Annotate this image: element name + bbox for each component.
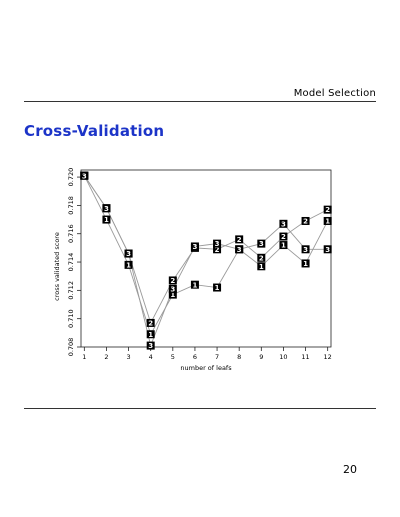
data-point-marker-1 (190, 280, 199, 289)
data-point-label-3: 3 (215, 240, 220, 248)
data-point-label-1: 1 (215, 284, 220, 292)
x-tick-label: 4 (149, 353, 153, 361)
data-point-marker-1 (102, 215, 111, 224)
y-tick-label: 0.710 (67, 309, 75, 328)
data-point-marker-2 (168, 276, 177, 285)
x-tick-label: 6 (193, 353, 197, 361)
x-axis-title: number of leafs (180, 364, 232, 372)
y-tick-label: 0.720 (67, 168, 75, 187)
plot-frame (80, 169, 332, 348)
x-tick-label: 9 (259, 353, 263, 361)
data-point-label-2: 2 (281, 233, 286, 241)
data-point-marker-2 (146, 318, 155, 327)
data-point-label-2: 2 (170, 277, 175, 285)
section-header: Model Selection (293, 88, 376, 99)
data-point-marker-2 (213, 245, 222, 254)
x-tick-label: 8 (237, 353, 241, 361)
y-tick-label: 0.718 (67, 196, 75, 215)
data-point-marker-1 (301, 259, 310, 268)
data-point-marker-3 (279, 219, 288, 228)
data-point-marker-1 (323, 216, 332, 225)
series-line-3 (83, 175, 328, 348)
data-point-label-3: 3 (104, 205, 109, 213)
data-point-label-2: 2 (259, 254, 264, 262)
slide-title: Cross-Validation (24, 122, 165, 140)
data-point-marker-3 (213, 239, 222, 248)
y-tick-label: 0.714 (67, 253, 75, 272)
y-tick-label: 0.712 (67, 281, 75, 300)
data-point-marker-3 (257, 239, 266, 248)
data-point-marker-1 (213, 283, 222, 292)
data-point-marker-3 (146, 341, 155, 350)
data-point-marker-1 (257, 262, 266, 271)
x-tick-label: 7 (215, 353, 219, 361)
x-tick-label: 11 (301, 353, 309, 361)
data-point-label-3: 3 (193, 243, 198, 251)
x-tick-label: 10 (279, 353, 287, 361)
data-point-label-3: 3 (170, 286, 175, 294)
data-point-label-1: 1 (193, 281, 198, 289)
x-tick-label: 2 (104, 353, 108, 361)
data-point-marker-3 (235, 245, 244, 254)
data-point-marker-1 (146, 330, 155, 339)
data-point-marker-1 (124, 260, 133, 269)
y-tick-label: 0.708 (67, 338, 75, 357)
data-point-label-3: 3 (303, 246, 308, 254)
data-point-marker-3 (168, 284, 177, 293)
series-line-1 (83, 175, 329, 336)
data-point-marker-1 (168, 290, 177, 299)
y-tick-label: 0.716 (67, 224, 75, 243)
data-point-label-2: 2 (325, 206, 330, 214)
data-point-marker-3 (190, 242, 199, 251)
data-point-label-1: 1 (170, 291, 175, 299)
data-point-marker-3 (102, 204, 111, 213)
data-point-label-1: 1 (259, 263, 264, 271)
y-axis-title: cross validated score (53, 232, 61, 301)
data-point-label-3: 3 (82, 172, 87, 180)
data-point-label-3: 3 (126, 250, 131, 258)
data-point-marker-2 (301, 216, 310, 225)
data-point-label-1: 1 (148, 331, 153, 339)
data-point-label-3: 3 (325, 246, 330, 254)
page-number: 20 (343, 463, 357, 476)
x-tick-label: 5 (171, 353, 175, 361)
data-point-marker-3 (301, 245, 310, 254)
header-divider (24, 101, 376, 102)
data-point-label-1: 1 (104, 216, 109, 224)
data-point-label-2: 2 (303, 218, 308, 226)
data-point-label-3: 3 (281, 220, 286, 228)
data-point-label-3: 3 (148, 342, 153, 350)
data-point-marker-2 (257, 253, 266, 262)
footer-divider (24, 408, 376, 409)
data-point-label-1: 1 (126, 261, 131, 269)
data-point-marker-1 (279, 241, 288, 250)
x-tick-label: 1 (82, 353, 86, 361)
x-tick-label: 12 (324, 353, 332, 361)
data-point-label-3: 3 (237, 246, 242, 254)
data-point-marker-2 (323, 205, 332, 214)
data-point-label-2: 2 (215, 246, 220, 254)
data-point-label-1: 1 (325, 218, 330, 226)
data-point-marker-2 (235, 235, 244, 244)
data-point-marker-3 (323, 245, 332, 254)
data-point-label-1: 1 (303, 260, 308, 268)
data-point-label-1: 1 (281, 242, 286, 250)
data-point-label-2: 2 (237, 236, 242, 244)
data-point-marker-2 (279, 232, 288, 241)
data-point-label-2: 2 (148, 320, 153, 328)
data-point-marker-3 (124, 249, 133, 258)
data-point-marker-3 (80, 171, 89, 180)
data-point-label-3: 3 (259, 240, 264, 248)
x-tick-label: 3 (126, 353, 130, 361)
